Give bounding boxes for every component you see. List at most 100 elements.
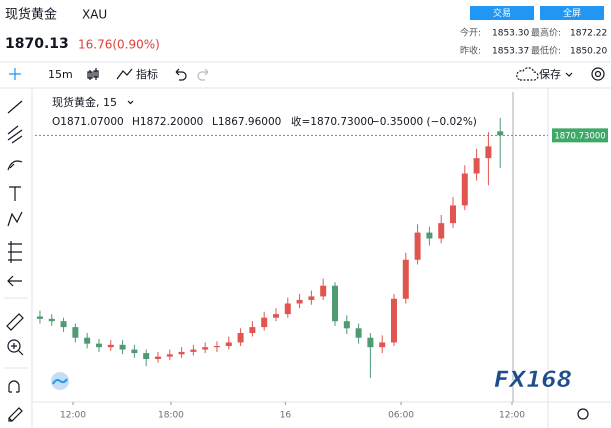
candle-body (438, 223, 445, 239)
candle-body (450, 205, 456, 224)
trade-button-label[interactable]: 交易 (493, 7, 511, 19)
legend-item: −0.35000 (−0.02%) (371, 116, 477, 128)
candle-body (84, 337, 91, 344)
candle-body (48, 318, 55, 322)
candle-body (426, 232, 433, 239)
candle-body (249, 327, 256, 334)
redo-icon[interactable] (197, 68, 209, 81)
ruler-tool[interactable] (6, 313, 24, 331)
candle-body (178, 351, 185, 355)
chart-title: 现货黄金, 15 (52, 95, 117, 109)
line-tool[interactable] (7, 100, 23, 114)
title-menu[interactable] (127, 100, 134, 105)
settings-icon[interactable] (591, 67, 605, 81)
candle-body (343, 321, 350, 329)
symbol-name: 现货黄金 (5, 7, 57, 23)
text-tool[interactable] (9, 186, 21, 201)
candle-body (473, 158, 480, 174)
x-tick-label: 16 (280, 411, 292, 421)
candle-body (225, 342, 232, 347)
fullscreen-button-label[interactable]: 全屏 (563, 7, 581, 19)
candle-body (95, 343, 102, 348)
stat-label: 今开: (460, 27, 481, 39)
interval[interactable]: 15m (48, 68, 73, 81)
candle-body (72, 327, 79, 338)
plot: 12:00 18:00 16 06:00 12:00 1870.73000 (35, 92, 608, 421)
candle-body (237, 333, 244, 343)
candle-body (213, 346, 220, 348)
price: 1870.13 (5, 36, 69, 52)
last-price-tag (552, 128, 608, 143)
candle-body (485, 146, 492, 159)
candle-body (166, 354, 173, 357)
candle-body (272, 314, 279, 318)
legend-item: 收=1870.73000 (291, 115, 374, 128)
candle-body (107, 344, 114, 348)
stat-label: 最高价: (531, 27, 561, 39)
candle-body (119, 344, 126, 350)
last-price-label: 1870.73000 (554, 131, 605, 141)
candle-body (390, 298, 397, 343)
pattern-tool[interactable] (7, 211, 23, 227)
save-menu[interactable] (565, 72, 573, 77)
candle-body (497, 131, 504, 136)
brush-tool[interactable] (7, 160, 23, 171)
candle-body (308, 296, 315, 300)
candle-body (154, 356, 161, 360)
indicator-icon[interactable] (116, 68, 133, 80)
save-icon[interactable] (516, 67, 539, 81)
stat-value: 1853.37 (492, 47, 529, 57)
candle-body (261, 317, 268, 328)
candle-body (36, 316, 43, 319)
x-tick-label: 12:00 (499, 411, 525, 421)
magnet-tool[interactable] (8, 380, 20, 393)
candle-body (355, 328, 362, 338)
stat-label: 最低价: (531, 45, 561, 57)
x-tick-label: 18:00 (158, 411, 184, 421)
candle-body (320, 285, 327, 297)
candle-body (379, 342, 386, 348)
candle-body (331, 285, 338, 322)
measure-tool[interactable] (8, 241, 22, 263)
symbol: XAU (82, 8, 107, 22)
trade-button[interactable] (470, 6, 534, 20)
stat-value: 1850.20 (570, 47, 607, 57)
candle-body (367, 337, 374, 348)
settings-icon-core (594, 70, 602, 78)
change: 16.76(0.90%) (78, 38, 160, 52)
axis-settings[interactable] (577, 408, 589, 420)
fullscreen-button[interactable] (540, 6, 604, 20)
legend-item: O1871.07000 (52, 116, 124, 128)
candle-body (461, 173, 468, 206)
stat-value: 1872.22 (570, 29, 607, 39)
x-tick-label: 12:00 (60, 411, 86, 421)
candle-body (190, 349, 197, 352)
candle-body (402, 259, 409, 299)
candle-body (202, 347, 209, 350)
logo: FX168 (494, 368, 572, 393)
lock-tool[interactable] (8, 407, 23, 422)
save[interactable]: 保存 (539, 67, 561, 81)
legend-item: L1867.96000 (212, 116, 281, 128)
back-tool[interactable] (7, 275, 22, 287)
crosshair-tool[interactable] (9, 68, 21, 80)
indicators[interactable]: 指标 (136, 67, 158, 81)
candle-body (131, 349, 138, 354)
stat-value: 1853.30 (492, 29, 529, 39)
x-tick-label: 06:00 (388, 411, 414, 421)
candle-body (60, 321, 67, 328)
candle-body (414, 232, 421, 260)
candle-body (296, 299, 303, 304)
undo-icon[interactable] (175, 68, 187, 81)
stat-label: 昨收: (460, 45, 481, 57)
ohlc-legend: O1871.07000 H1872.20000 L1867.96000 收=1870.… (52, 115, 477, 128)
legend-item: H1872.20000 (132, 116, 203, 128)
fib-tool[interactable] (7, 125, 23, 144)
zoom-tool-plus (11, 343, 24, 356)
zoom-tool[interactable] (7, 339, 21, 353)
chart-badge-icon (52, 378, 68, 385)
chart-type-icon[interactable] (87, 68, 99, 80)
candle-body (143, 353, 150, 360)
